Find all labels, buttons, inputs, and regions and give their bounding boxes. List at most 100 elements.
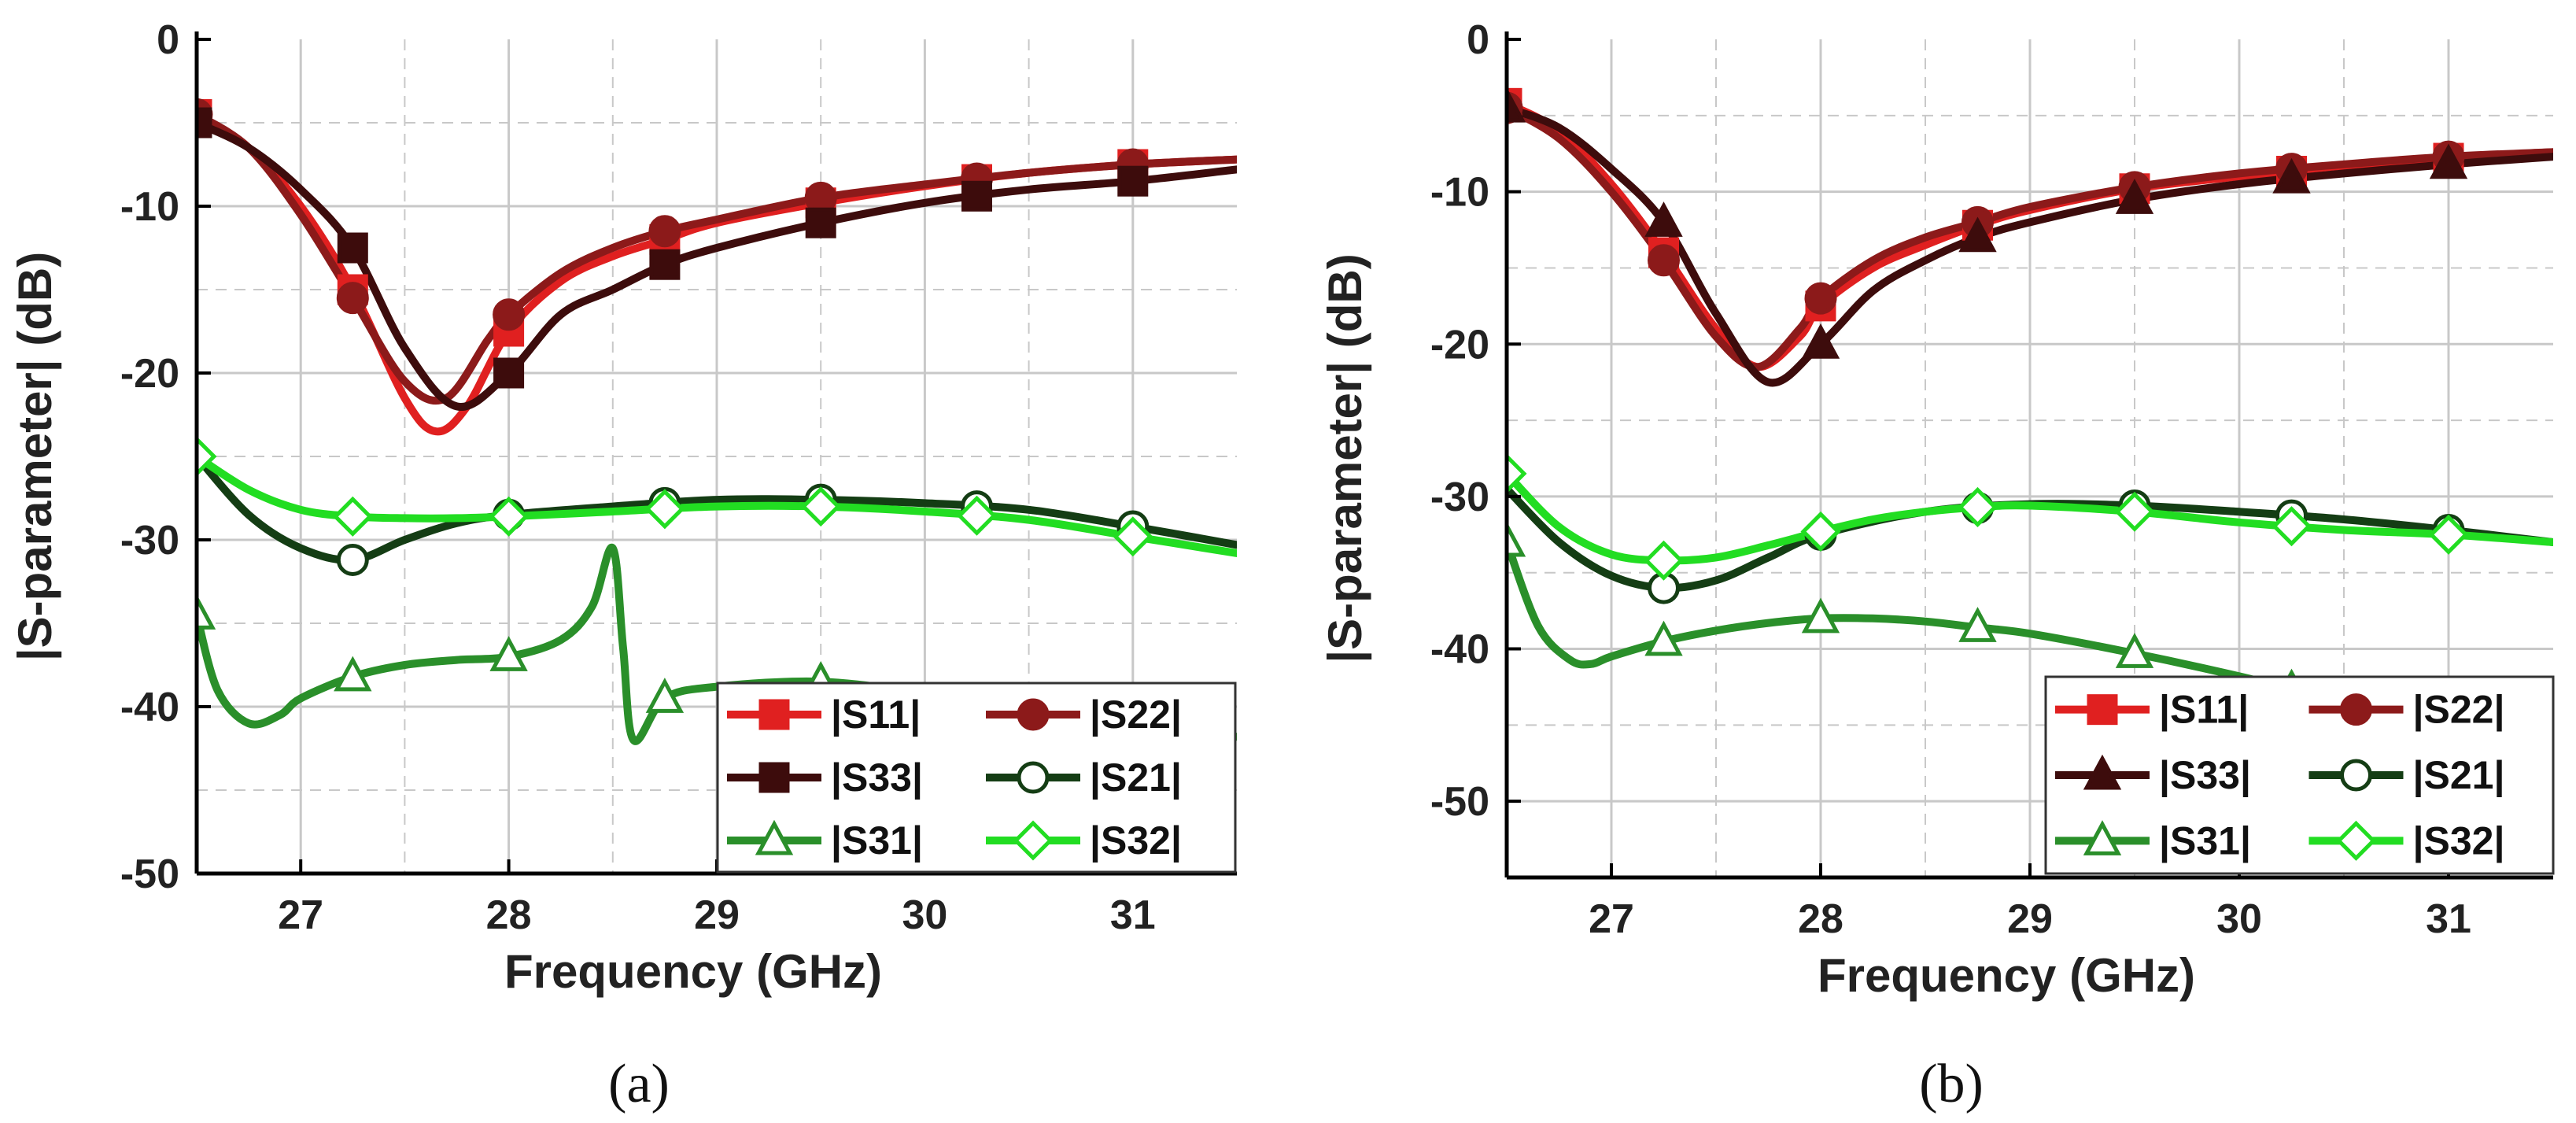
legend-item-s11: |S11| — [2055, 688, 2249, 733]
legend-label: |S33| — [831, 755, 923, 800]
legend-label: |S11| — [2159, 688, 2249, 733]
y-tick-label: -30 — [1430, 475, 1489, 520]
legend-label: |S22| — [2413, 688, 2505, 733]
y-tick-label: -20 — [120, 351, 179, 397]
marker-s33 — [1507, 87, 1526, 123]
marker-s33 — [1958, 216, 1997, 253]
marker-s32 — [332, 496, 373, 537]
x-tick-label: 30 — [902, 892, 947, 938]
legend-marker-s21 — [2340, 759, 2372, 792]
legend-label: |S32| — [2413, 818, 2505, 863]
marker-s33 — [1801, 323, 1840, 359]
marker-s32 — [1957, 486, 1998, 527]
legend-item-s33: |S33| — [2055, 753, 2251, 798]
y-axis-title: |S-parameter| (dB) — [1319, 253, 1372, 663]
marker-s33 — [961, 180, 992, 212]
legend-label: |S32| — [1090, 818, 1182, 863]
legend-marker-s33 — [758, 762, 790, 793]
legend-marker-s22 — [1017, 698, 1050, 731]
marker-s33 — [2272, 157, 2311, 194]
marker-s22 — [336, 282, 369, 315]
marker-s33 — [1117, 165, 1149, 197]
marker-s32 — [489, 496, 530, 537]
legend-label: |S33| — [2159, 753, 2251, 798]
marker-s31 — [1958, 607, 1997, 642]
y-tick-label: -30 — [120, 518, 179, 563]
marker-s21 — [336, 543, 369, 576]
x-tick-label: 30 — [2216, 896, 2262, 942]
legend-item-s32: |S32| — [986, 818, 1182, 863]
x-tick-label: 28 — [1798, 896, 1843, 942]
legend-marker-s32 — [1013, 820, 1054, 861]
marker-s33 — [649, 249, 681, 280]
legend-item-s33: |S33| — [727, 755, 923, 800]
marker-s22 — [1804, 282, 1837, 315]
marker-s32 — [1800, 511, 1841, 552]
legend-marker-s11 — [2087, 694, 2118, 726]
series-group — [197, 98, 1237, 745]
y-tick-label: 0 — [157, 17, 179, 63]
panel-a: 27 28 29 30 31 0 -10 -20 -30 -40 -50 Frequency (GHz… — [9, 17, 1237, 1114]
series-line-s33 — [1507, 104, 2553, 387]
legend-marker-s11 — [758, 699, 790, 730]
legend-label: |S21| — [2413, 753, 2505, 798]
x-tick-label: 31 — [1110, 892, 1156, 938]
marker-s32 — [2428, 514, 2469, 555]
legend-item-s21: |S21| — [986, 755, 1182, 800]
legend-label: |S22| — [1090, 693, 1182, 737]
legend-label: |S31| — [831, 818, 923, 863]
marker-s31 — [197, 594, 216, 630]
marker-s33 — [197, 107, 212, 139]
legend-label: |S31| — [2159, 818, 2251, 863]
y-tick-label: -10 — [120, 184, 179, 230]
panel-label: (b) — [1919, 1054, 1984, 1114]
y-tick-label: -20 — [1430, 322, 1489, 368]
legend-item-s22: |S22| — [986, 693, 1182, 737]
marker-s22 — [648, 215, 681, 248]
x-tick-label: 29 — [694, 892, 740, 938]
legend-marker-s22 — [2340, 693, 2372, 726]
panel-b: 27 28 29 30 31 0 -10 -20 -30 -40 -50 Frequency (GHz… — [1319, 17, 2555, 1114]
marker-s31 — [334, 656, 372, 692]
marker-s33 — [2115, 179, 2154, 214]
marker-s32 — [197, 436, 217, 477]
legend-item-s32: |S32| — [2308, 818, 2505, 863]
x-tick-label: 27 — [1589, 896, 1634, 942]
legend-item-s21: |S21| — [2308, 753, 2505, 798]
y-axis-title: |S-parameter| (dB) — [9, 252, 62, 661]
y-tick-label: -40 — [1430, 627, 1489, 673]
series-line-s33 — [197, 119, 1237, 412]
marker-s31 — [489, 636, 528, 671]
legend-marker-s21 — [1017, 761, 1050, 794]
marker-s31 — [1801, 597, 1840, 634]
legend-item-s31: |S31| — [2055, 818, 2251, 863]
legend-item-s11: |S11| — [727, 693, 921, 737]
panel-label: (a) — [608, 1054, 670, 1114]
marker-s31 — [645, 678, 685, 713]
y-tick-label: 0 — [1467, 17, 1489, 63]
marker-s32 — [1643, 540, 1685, 581]
marker-s32 — [800, 486, 841, 527]
x-tick-label: 28 — [486, 892, 532, 938]
marker-s32 — [1113, 516, 1153, 557]
legend-marker-s32 — [2335, 820, 2377, 861]
marker-s33 — [493, 357, 525, 389]
marker-s32 — [956, 495, 998, 536]
marker-s22 — [1648, 244, 1680, 277]
marker-s33 — [1644, 201, 1683, 237]
marker-s31 — [2115, 633, 2154, 668]
legend-marker-s33 — [2083, 754, 2122, 790]
legend-label: |S21| — [1090, 755, 1182, 800]
y-tick-label: -50 — [1430, 779, 1489, 825]
marker-s32 — [2271, 506, 2312, 547]
marker-s31 — [1644, 620, 1683, 656]
marker-s32 — [1507, 453, 1527, 494]
series-group — [1507, 87, 2553, 760]
legend-item-s22: |S22| — [2308, 688, 2505, 733]
x-axis-title: Frequency (GHz) — [504, 945, 882, 998]
legend-label: |S11| — [831, 693, 921, 737]
marker-s32 — [2114, 491, 2155, 532]
x-tick-label: 29 — [2007, 896, 2053, 942]
x-tick-label: 27 — [278, 892, 323, 938]
